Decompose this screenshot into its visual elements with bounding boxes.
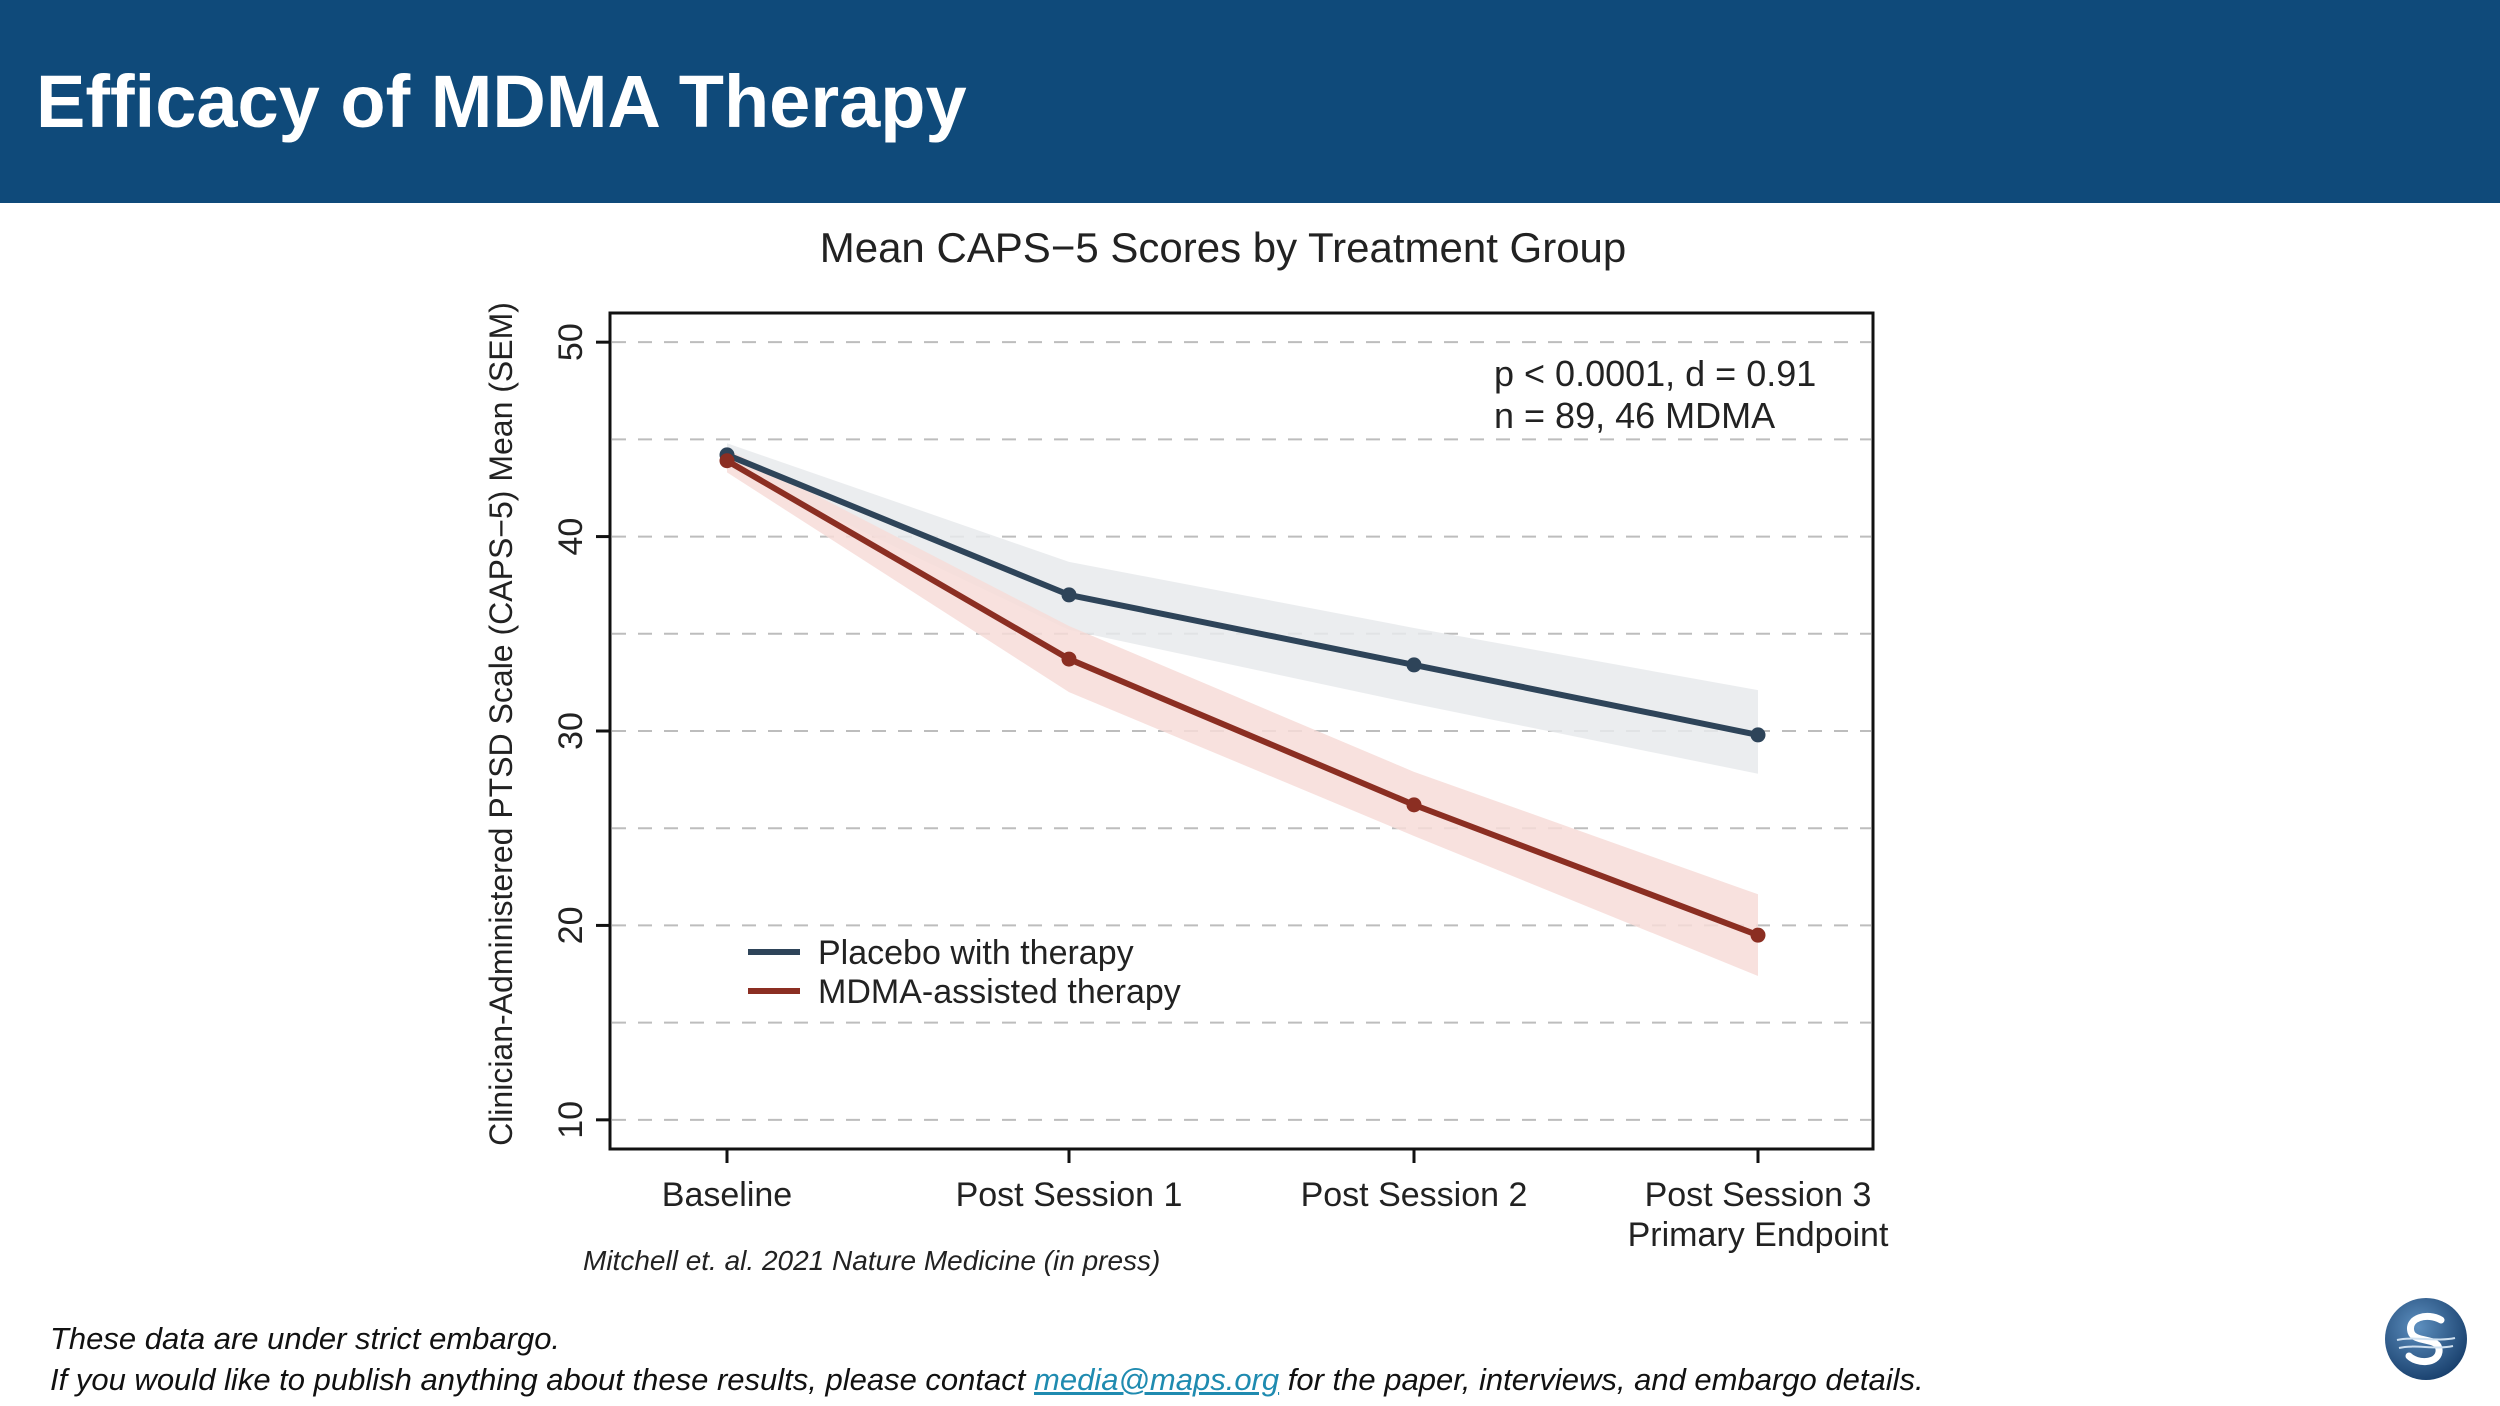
maps-logo-icon [2385,1298,2467,1380]
data-point [1750,927,1766,943]
media-email-link[interactable]: media@maps.org [1034,1362,1280,1397]
x-tick-label: Post Session 2 [1301,1176,1528,1214]
data-point [1750,727,1766,743]
page-title: Efficacy of MDMA Therapy [36,60,967,143]
x-tick-label: Baseline [662,1176,792,1214]
y-tick-label: 10 [552,1101,590,1139]
x-tick-sublabel: Primary Endpoint [1628,1216,1889,1254]
stat-annotation: p < 0.0001, d = 0.91 [1494,353,1816,394]
contact-prefix: If you would like to publish anything ab… [50,1362,1034,1397]
series-points [719,447,1766,943]
sem-bands [727,443,1758,976]
title-bar: Efficacy of MDMA Therapy [0,0,2500,203]
y-tick-label: 20 [552,907,590,945]
y-tick-label: 50 [552,323,590,361]
chart-title: Mean CAPS−5 Scores by Treatment Group [820,224,1627,271]
y-tick-label: 30 [552,712,590,750]
sem-band-series-1 [727,443,1758,774]
x-axis-ticks: Baseline Post Session 1 Post Session 2 Post… [662,1149,1889,1254]
chart-citation: Mitchell et. al. 2021 Nature Medicine (i… [583,1245,1160,1276]
legend-label-2: MDMA-assisted therapy [818,973,1181,1011]
y-axis-label: Clinician-Administered PTSD Scale (CAPS−… [483,302,519,1146]
x-tick-label: Post Session 3 [1645,1176,1872,1214]
series-line-2 [725,458,1760,938]
y-tick-label: 40 [552,518,590,556]
data-point [1061,651,1077,667]
embargo-note: These data are under strict embargo. If … [50,1318,1924,1400]
grid-lines [612,341,1871,1121]
legend-label-1: Placebo with therapy [818,934,1134,972]
y-axis-ticks: 10 20 30 40 50 [552,323,610,1139]
embargo-line-2: If you would like to publish anything ab… [50,1359,1924,1400]
n-annotation: n = 89, 46 MDMA [1494,395,1775,436]
series-lines [725,452,1760,938]
data-point [1061,587,1077,603]
x-tick-label: Post Session 1 [956,1176,1183,1214]
sem-band-series-2 [727,449,1758,976]
contact-suffix: for the paper, interviews, and embargo d… [1279,1362,1924,1397]
series-line-1 [725,452,1759,738]
data-point [719,453,735,469]
embargo-line-1: These data are under strict embargo. [50,1321,561,1356]
data-point [1406,797,1422,813]
data-point [1406,657,1422,673]
